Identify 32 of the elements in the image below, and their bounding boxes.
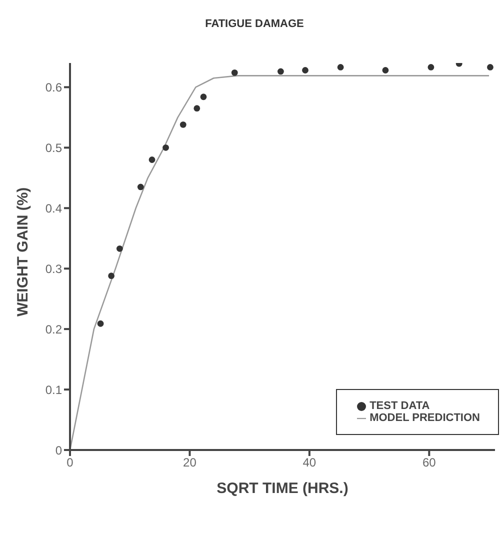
y-tick-label: 0.4 <box>45 201 62 216</box>
y-axis-title: WEIGHT GAIN (%) <box>14 187 32 316</box>
y-tick-label: 0.5 <box>45 140 62 155</box>
x-tick-label: 60 <box>422 456 436 470</box>
y-tick-label: 0.1 <box>45 382 62 397</box>
point <box>337 64 344 70</box>
point <box>148 156 156 163</box>
point <box>180 121 186 128</box>
point <box>487 64 494 70</box>
chart-title: FATIGUE DAMAGE <box>204 18 305 30</box>
legend-label: TEST DATA <box>370 400 430 412</box>
y-tick-label: 0.2 <box>45 322 62 336</box>
point <box>231 69 238 76</box>
point <box>108 272 115 280</box>
point <box>194 105 200 112</box>
y-tick-label: 0.3 <box>45 262 62 276</box>
point <box>302 67 308 74</box>
y-tick-label: 0.6 <box>45 80 62 94</box>
point <box>162 144 169 151</box>
x-tick-label: 20 <box>183 456 197 470</box>
x-tick-label: 40 <box>302 456 316 470</box>
x-tick-label: 0 <box>66 456 74 470</box>
point <box>382 67 389 74</box>
point <box>200 94 207 100</box>
point <box>116 245 123 252</box>
point <box>97 320 104 327</box>
x-axis-title: SQRT TIME (HRS.) <box>216 480 348 497</box>
y-tick-label: 0 <box>55 443 62 458</box>
legend-label: MODEL PREDICTION <box>370 412 480 424</box>
point <box>137 184 144 190</box>
point <box>428 64 434 70</box>
point <box>278 68 284 75</box>
